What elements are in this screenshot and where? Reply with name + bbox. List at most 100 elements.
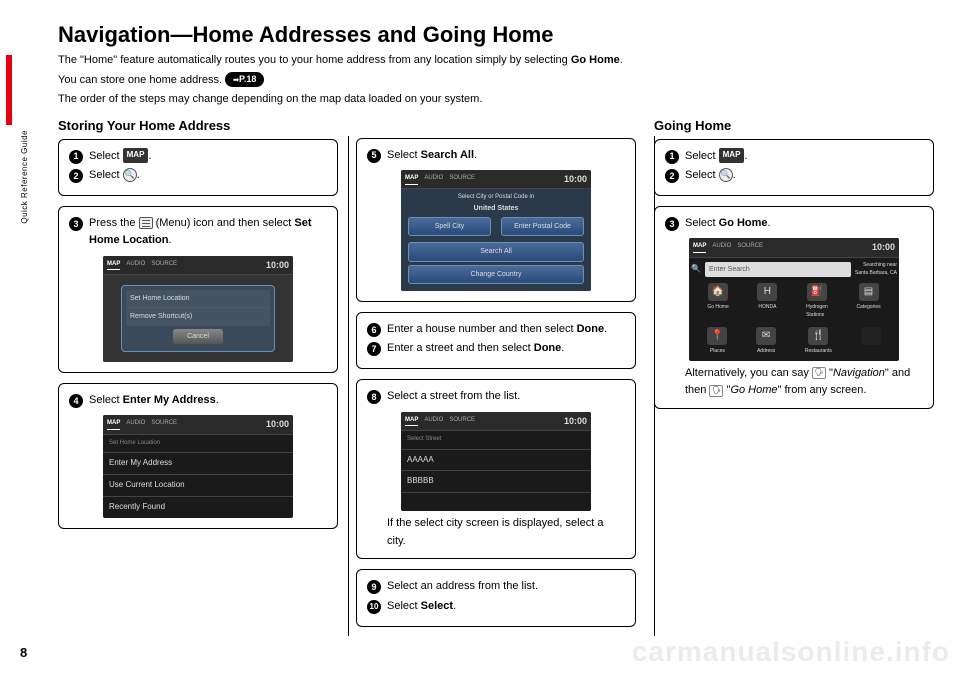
box-b1: 5 Select Search All. MAPAUDIOSOURCE 10:0…: [356, 138, 636, 302]
column-going-home: Going Home 1 Select MAP. 2 Select 🔍. 3 S…: [654, 118, 934, 637]
alt-a: Alternatively, you can say: [685, 367, 812, 379]
step2-text: Select: [89, 169, 123, 181]
screenshot-set-home: MAPAUDIOSOURCE 10:00 Set Home Location R…: [103, 256, 293, 362]
sc-list-row: Enter My Address: [103, 453, 293, 475]
step-9: 9 Select an address from the list.: [367, 578, 625, 596]
alt-e: " from any screen.: [778, 384, 867, 396]
sc-sub: Select Street: [401, 431, 591, 450]
step5-bold: Search All: [421, 149, 474, 161]
step-number-icon: 4: [69, 394, 83, 408]
sc-tile-label: Categories: [856, 303, 880, 311]
sc-tab: MAP: [405, 416, 418, 427]
sc-btn: Spell City: [408, 217, 491, 236]
step-number-icon: 7: [367, 342, 381, 356]
sc-list-row: BBBBB: [401, 471, 591, 493]
page-content: Navigation—Home Addresses and Going Home…: [58, 22, 938, 637]
step-3: 3 Press the (Menu) icon and then select …: [69, 215, 327, 250]
sc-time: 10:00: [564, 172, 587, 186]
step8-text: Select a street from the list.: [387, 388, 625, 406]
stepc3-b: .: [768, 217, 771, 229]
sc-sub: Searching near Santa Barbara, CA: [855, 261, 897, 277]
sc-tab: MAP: [405, 174, 418, 185]
sc-list-row: Recently Found: [103, 497, 293, 518]
sc-list-row: Use Current Location: [103, 475, 293, 497]
stepc3-a: Select: [685, 217, 719, 229]
step-number-icon: 3: [69, 217, 83, 231]
sc-dialog-row: Set Home Location: [126, 290, 270, 308]
step8-note: If the select city screen is displayed, …: [387, 515, 625, 550]
step6-a: Enter a house number and then select: [387, 323, 577, 335]
step7-b: .: [561, 342, 564, 354]
sc-dialog-row: Remove Shortcut(s): [126, 308, 270, 325]
intro-line1-end: .: [620, 54, 623, 66]
step-4: 4 Select Enter My Address.: [69, 392, 327, 410]
step4-b: .: [216, 394, 219, 406]
sc-tab: MAP: [107, 419, 120, 430]
step-2: 2 Select 🔍.: [69, 167, 327, 185]
column-storing: Storing Your Home Address 1 Select MAP. …: [58, 118, 338, 637]
sc-tab: SOURCE: [737, 242, 763, 253]
sc-time: 10:00: [266, 417, 289, 431]
sc-tile-label: Hydrogen Stations: [806, 303, 828, 319]
sc-sub: Select City or Postal Code in: [405, 193, 587, 203]
step-6: 6 Enter a house number and then select D…: [367, 321, 625, 339]
intro-block: The "Home" feature automatically routes …: [58, 52, 938, 108]
stepc1-after: .: [744, 150, 747, 162]
stepc2-after: .: [733, 169, 736, 181]
sc-tab: AUDIO: [712, 242, 731, 253]
sc-tab: SOURCE: [449, 416, 475, 427]
intro-gohome: Go Home: [571, 54, 620, 66]
box-c2: 3 Select Go Home. MAPAUDIOSOURCE 10:00 🔍…: [654, 206, 934, 409]
step6-b: .: [604, 323, 607, 335]
step-number-icon: 2: [665, 169, 679, 183]
step3-c: .: [168, 234, 171, 246]
step3-b: (Menu) icon and then select: [153, 217, 295, 229]
side-tab: [6, 55, 12, 125]
step4-bold: Enter My Address: [123, 394, 216, 406]
search-icon: 🔍: [719, 168, 733, 182]
step-8: 8 Select a street from the list.: [367, 388, 625, 406]
page-ref-badge: ➡P.18: [225, 72, 264, 88]
screenshot-go-home: MAPAUDIOSOURCE 10:00 🔍 Enter Search Sear…: [689, 238, 899, 361]
columns: Storing Your Home Address 1 Select MAP. …: [58, 118, 938, 637]
box-c1: 1 Select MAP. 2 Select 🔍.: [654, 139, 934, 196]
sc-btn: Enter Postal Code: [501, 217, 584, 236]
watermark: carmanualsonline.info: [632, 636, 950, 668]
column-separator: [348, 136, 349, 636]
heading-storing: Storing Your Home Address: [58, 118, 338, 133]
voice-icon: 🗣: [709, 385, 723, 397]
intro-line1: The "Home" feature automatically routes …: [58, 54, 571, 66]
step4-a: Select: [89, 394, 123, 406]
sc-tab: SOURCE: [151, 419, 177, 430]
intro-line2: You can store one home address.: [58, 74, 225, 86]
page-ref-text: P.18: [239, 74, 256, 84]
page-title: Navigation—Home Addresses and Going Home: [58, 22, 938, 48]
sc-tile-label: Places: [710, 347, 725, 355]
step7-bold: Done: [534, 342, 562, 354]
step2-after: .: [137, 169, 140, 181]
stepc2-text: Select: [685, 169, 719, 181]
column-middle: 5 Select Search All. MAP AUDIO SOURCE 10:0…: [356, 118, 636, 637]
menu-icon: [139, 217, 153, 229]
sc-tile-label: Restaurants: [805, 347, 832, 355]
sc-time: 10:00: [564, 414, 587, 428]
stepc1-text: Select: [685, 150, 719, 162]
step-number-icon: 1: [69, 150, 83, 164]
step-number-icon: 6: [367, 323, 381, 337]
alt-nav: Navigation: [833, 367, 885, 379]
intro-line3: The order of the steps may change depend…: [58, 91, 938, 108]
page-number: 8: [20, 645, 27, 660]
step-5: 5 Select Search All.: [367, 147, 625, 165]
sc-tab: SOURCE: [151, 260, 177, 271]
sc-tab: AUDIO: [424, 174, 443, 185]
stepc3-bold: Go Home: [719, 217, 768, 229]
sc-tab: MAP: [107, 260, 120, 271]
sc-btn: Change Country: [408, 265, 584, 284]
step-10: 10 Select Select.: [367, 598, 625, 616]
sc-cancel-btn: Cancel: [173, 329, 223, 344]
step-c3: 3 Select Go Home.: [665, 215, 923, 233]
sc-search: Enter Search: [705, 262, 851, 277]
box-a1: 1 Select MAP. 2 Select 🔍.: [58, 139, 338, 196]
sc-tab: MAP: [693, 242, 706, 253]
screenshot-search-all: MAPAUDIOSOURCE 10:00 Select City or Post…: [401, 170, 591, 291]
